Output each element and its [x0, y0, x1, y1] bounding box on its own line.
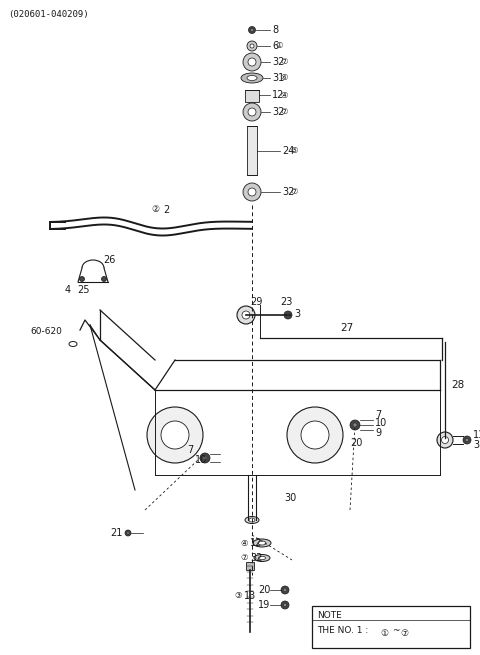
Circle shape — [81, 278, 83, 280]
Circle shape — [147, 407, 203, 463]
Circle shape — [442, 436, 448, 443]
Text: 7: 7 — [187, 445, 193, 455]
Circle shape — [103, 278, 105, 280]
Polygon shape — [245, 90, 259, 102]
Ellipse shape — [245, 517, 259, 523]
Circle shape — [287, 407, 343, 463]
Text: (020601-040209): (020601-040209) — [8, 10, 89, 19]
Ellipse shape — [254, 555, 270, 561]
Circle shape — [284, 311, 292, 319]
Text: 32: 32 — [282, 187, 294, 197]
Circle shape — [243, 53, 261, 71]
Circle shape — [301, 421, 329, 449]
Text: 13: 13 — [244, 591, 256, 601]
Text: 32: 32 — [272, 57, 284, 67]
Circle shape — [281, 601, 289, 609]
Circle shape — [247, 41, 257, 51]
Circle shape — [248, 188, 256, 196]
Circle shape — [251, 29, 253, 31]
Circle shape — [281, 586, 289, 594]
Polygon shape — [247, 126, 257, 175]
Text: 2: 2 — [163, 205, 169, 215]
Circle shape — [287, 313, 289, 316]
Text: 60-620: 60-620 — [30, 328, 62, 337]
Circle shape — [243, 103, 261, 121]
Circle shape — [353, 423, 357, 427]
Text: 4: 4 — [65, 285, 71, 295]
Text: 32: 32 — [272, 107, 284, 117]
Circle shape — [243, 183, 261, 201]
Text: 28: 28 — [451, 380, 464, 390]
Circle shape — [80, 276, 84, 282]
Text: 9: 9 — [375, 428, 381, 438]
Text: ④: ④ — [240, 538, 248, 548]
Circle shape — [237, 306, 255, 324]
Circle shape — [350, 420, 360, 430]
Ellipse shape — [247, 75, 257, 81]
Text: 21: 21 — [110, 528, 122, 538]
Circle shape — [101, 276, 107, 282]
Circle shape — [203, 456, 207, 460]
Text: 7: 7 — [375, 410, 381, 420]
Text: ②: ② — [151, 206, 159, 214]
Ellipse shape — [259, 556, 265, 560]
Circle shape — [463, 436, 471, 444]
Text: 3: 3 — [294, 309, 300, 319]
Text: ⑦: ⑦ — [280, 107, 288, 117]
Text: ①: ① — [275, 41, 283, 50]
Circle shape — [161, 421, 189, 449]
Circle shape — [242, 311, 250, 319]
Text: NOTE: NOTE — [317, 611, 342, 620]
Circle shape — [249, 26, 255, 33]
Text: 31: 31 — [272, 73, 284, 83]
Text: 12: 12 — [272, 90, 284, 100]
Text: 32: 32 — [250, 553, 263, 563]
Text: ④: ④ — [280, 90, 288, 100]
Circle shape — [248, 108, 256, 116]
Text: ⑤: ⑤ — [290, 146, 298, 155]
Text: 19: 19 — [258, 600, 270, 610]
Text: ⑦: ⑦ — [240, 553, 248, 563]
Text: ①: ① — [380, 629, 388, 637]
Text: 30: 30 — [284, 493, 296, 503]
Text: 12: 12 — [250, 538, 263, 548]
FancyBboxPatch shape — [312, 606, 470, 648]
Text: 26: 26 — [103, 255, 115, 265]
Circle shape — [127, 532, 129, 534]
Text: 10: 10 — [375, 418, 387, 428]
Text: ⑥: ⑥ — [280, 73, 288, 83]
Text: 23: 23 — [280, 297, 292, 307]
Ellipse shape — [258, 541, 266, 545]
Circle shape — [250, 44, 254, 48]
Circle shape — [283, 588, 287, 591]
Text: 25: 25 — [77, 285, 89, 295]
Circle shape — [437, 432, 453, 448]
Text: ~: ~ — [392, 626, 399, 635]
Text: ⑦: ⑦ — [290, 187, 298, 196]
Ellipse shape — [241, 73, 263, 83]
Text: 24: 24 — [282, 145, 294, 155]
Text: 20: 20 — [350, 438, 362, 448]
Circle shape — [248, 58, 256, 66]
Ellipse shape — [253, 539, 271, 547]
Circle shape — [200, 453, 210, 463]
Circle shape — [466, 438, 468, 441]
Text: THE NO. 1 :: THE NO. 1 : — [317, 626, 371, 635]
Text: 27: 27 — [340, 323, 353, 333]
Text: ⑦: ⑦ — [400, 629, 408, 637]
Circle shape — [125, 530, 131, 536]
Text: ③: ③ — [234, 591, 242, 601]
Ellipse shape — [249, 518, 255, 522]
Text: ⑦: ⑦ — [280, 58, 288, 67]
Text: 3: 3 — [473, 440, 479, 450]
Text: 20: 20 — [258, 585, 270, 595]
Polygon shape — [246, 562, 254, 570]
Text: 29: 29 — [250, 297, 263, 307]
Text: 10: 10 — [195, 455, 207, 465]
Circle shape — [283, 603, 287, 607]
Text: 8: 8 — [272, 25, 278, 35]
Text: 6: 6 — [272, 41, 278, 51]
Text: 11: 11 — [473, 430, 480, 440]
